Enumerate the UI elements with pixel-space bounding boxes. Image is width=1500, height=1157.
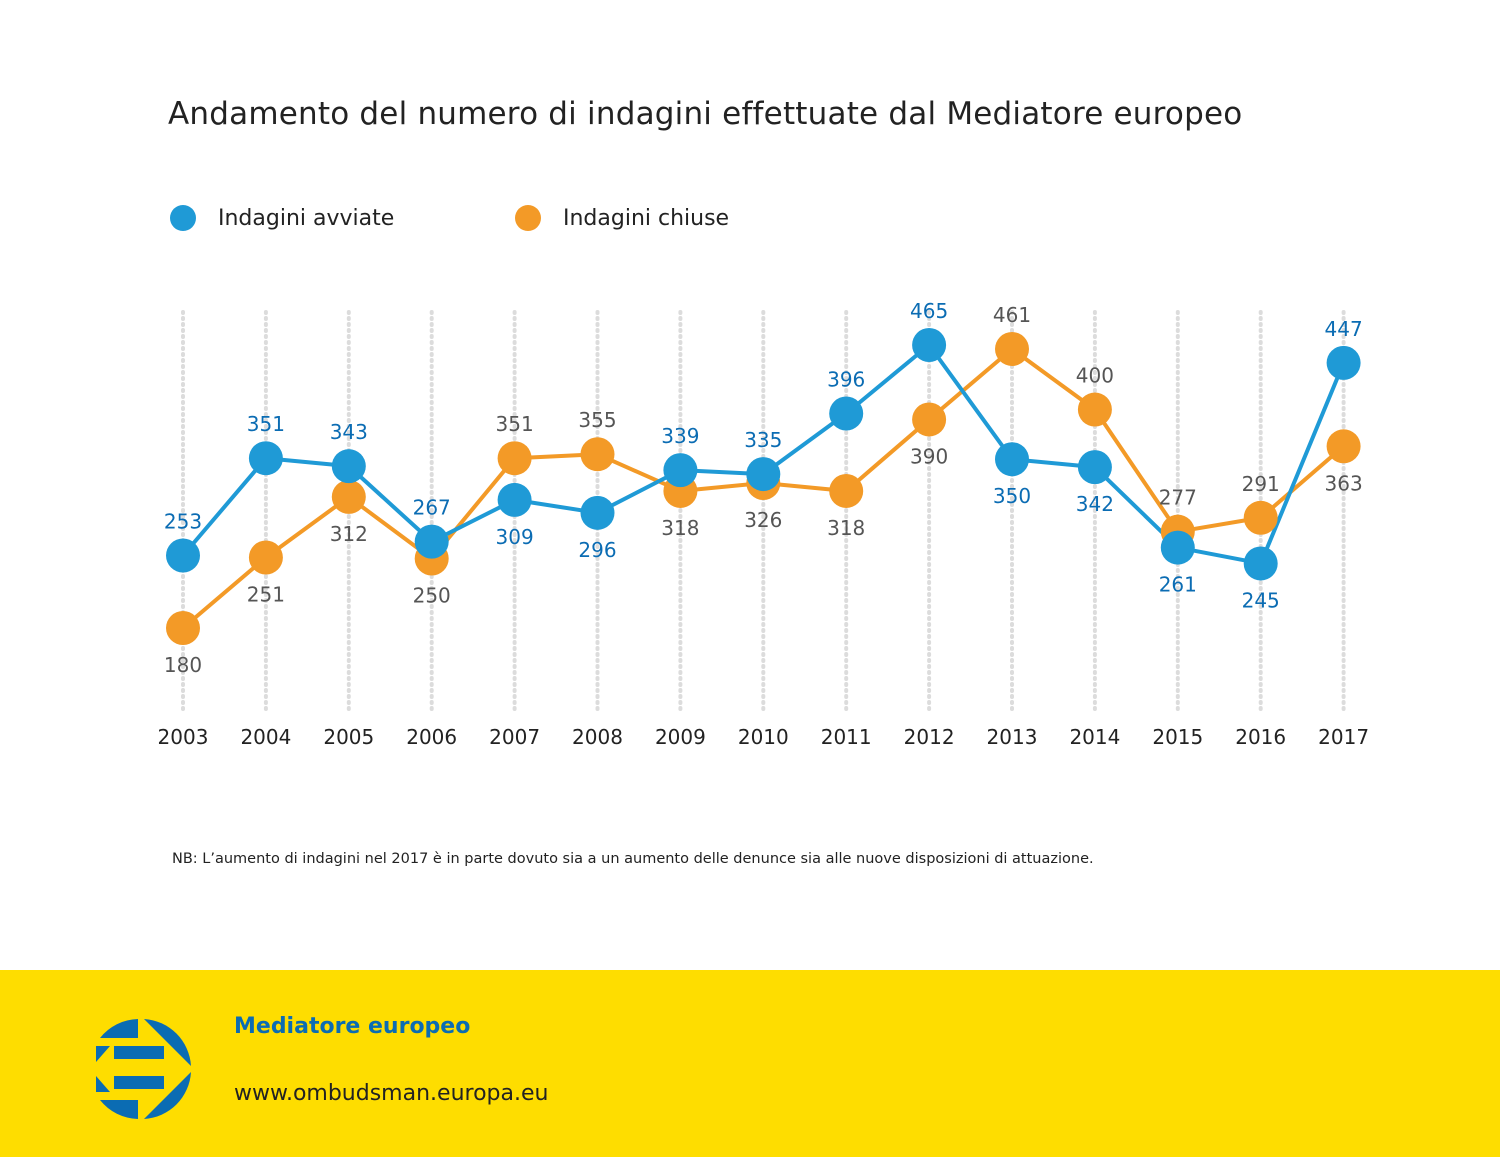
data-point-chiuse: [580, 437, 615, 472]
data-point-avviate: [1160, 530, 1195, 565]
data-label-chiuse: 355: [578, 408, 616, 432]
data-point-avviate: [746, 457, 781, 492]
chart-title: Andamento del numero di indagini effettu…: [168, 96, 1243, 132]
data-label-avviate: 309: [496, 525, 534, 549]
x-tick-label: 2011: [821, 725, 872, 749]
data-label-chiuse: 390: [910, 444, 948, 468]
data-label-chiuse: 400: [1076, 364, 1114, 388]
x-tick-label: 2016: [1235, 725, 1286, 749]
x-tick-label: 2010: [738, 725, 789, 749]
data-label-avviate: 342: [1076, 492, 1114, 516]
data-label-chiuse: 351: [496, 412, 534, 436]
data-point-avviate: [912, 328, 947, 362]
data-label-chiuse: 312: [330, 522, 368, 546]
data-point-avviate: [497, 482, 532, 517]
data-point-avviate: [248, 441, 283, 476]
data-point-chiuse: [497, 441, 532, 476]
data-point-avviate: [1326, 345, 1361, 380]
organization-name: Mediatore europeo: [234, 1014, 471, 1039]
data-label-avviate: 396: [827, 368, 865, 392]
data-point-chiuse: [1326, 429, 1361, 464]
data-point-chiuse: [166, 611, 200, 645]
data-point-avviate: [331, 449, 366, 484]
data-label-chiuse: 326: [744, 508, 782, 532]
x-tick-label: 2006: [406, 725, 457, 749]
x-tick-label: 2004: [240, 725, 291, 749]
data-label-avviate: 350: [993, 484, 1031, 508]
data-point-chiuse: [1077, 392, 1112, 427]
data-point-avviate: [663, 453, 698, 488]
data-label-chiuse: 318: [827, 516, 865, 540]
x-tick-label: 2017: [1318, 725, 1369, 749]
legend-item-avviate: Indagini avviate: [170, 205, 394, 231]
data-label-avviate: 261: [1159, 573, 1197, 597]
website-link[interactable]: www.ombudsman.europa.eu: [234, 1081, 549, 1106]
legend-label-avviate: Indagini avviate: [218, 205, 395, 231]
data-label-avviate: 253: [164, 510, 202, 534]
ombudsman-logo-icon: [96, 1019, 191, 1119]
data-point-avviate: [829, 396, 864, 431]
line-chart: 2003 2004 2005 2006 2007 2008 2009 2010 2011 2012…: [158, 299, 1370, 749]
data-point-chiuse: [331, 479, 366, 514]
legend-marker-avviate: [170, 205, 196, 231]
data-label-avviate: 296: [578, 538, 616, 562]
x-tick-label: 2003: [158, 725, 209, 749]
data-point-chiuse: [912, 402, 947, 437]
x-tick-label: 2007: [489, 725, 540, 749]
data-point-chiuse: [829, 473, 864, 508]
data-label-avviate: 465: [910, 299, 948, 323]
data-point-avviate: [1243, 546, 1278, 581]
data-point-chiuse: [248, 540, 283, 575]
x-tick-label: 2008: [572, 725, 623, 749]
data-label-chiuse: 251: [247, 582, 285, 606]
data-point-chiuse: [1243, 500, 1278, 535]
legend-label-chiuse: Indagini chiuse: [563, 205, 730, 231]
data-label-chiuse: 461: [993, 303, 1031, 327]
data-point-avviate: [414, 524, 449, 559]
data-point-chiuse: [995, 331, 1029, 366]
legend-marker-chiuse: [515, 205, 541, 231]
legend-item-chiuse: Indagini chiuse: [515, 205, 729, 231]
x-tick-label: 2014: [1069, 725, 1120, 749]
data-label-avviate: 245: [1242, 588, 1280, 612]
data-label-avviate: 339: [661, 424, 699, 448]
data-label-avviate: 351: [247, 412, 285, 436]
data-label-chiuse: 318: [661, 516, 699, 540]
x-tick-label: 2012: [904, 725, 955, 749]
data-label-chiuse: 250: [413, 583, 451, 607]
data-label-chiuse: 291: [1242, 472, 1280, 496]
x-tick-label: 2013: [987, 725, 1038, 749]
data-label-avviate: 335: [744, 428, 782, 452]
x-tick-label: 2009: [655, 725, 706, 749]
x-tick-label: 2015: [1152, 725, 1203, 749]
data-point-avviate: [166, 538, 200, 573]
data-label-chiuse: 277: [1159, 486, 1197, 510]
footnote: NB: L’aumento di indagini nel 2017 è in …: [172, 851, 1094, 867]
data-label-avviate: 447: [1325, 317, 1363, 341]
data-point-avviate: [1077, 450, 1112, 485]
data-point-avviate: [580, 495, 615, 530]
footer-banner: Mediatore europeo www.ombudsman.europa.e…: [0, 970, 1500, 1157]
data-label-chiuse: 363: [1325, 471, 1363, 495]
data-point-avviate: [995, 442, 1029, 477]
data-label-avviate: 267: [413, 496, 451, 520]
data-label-avviate: 343: [330, 420, 368, 444]
data-label-chiuse: 180: [164, 653, 202, 677]
x-tick-label: 2005: [323, 725, 374, 749]
